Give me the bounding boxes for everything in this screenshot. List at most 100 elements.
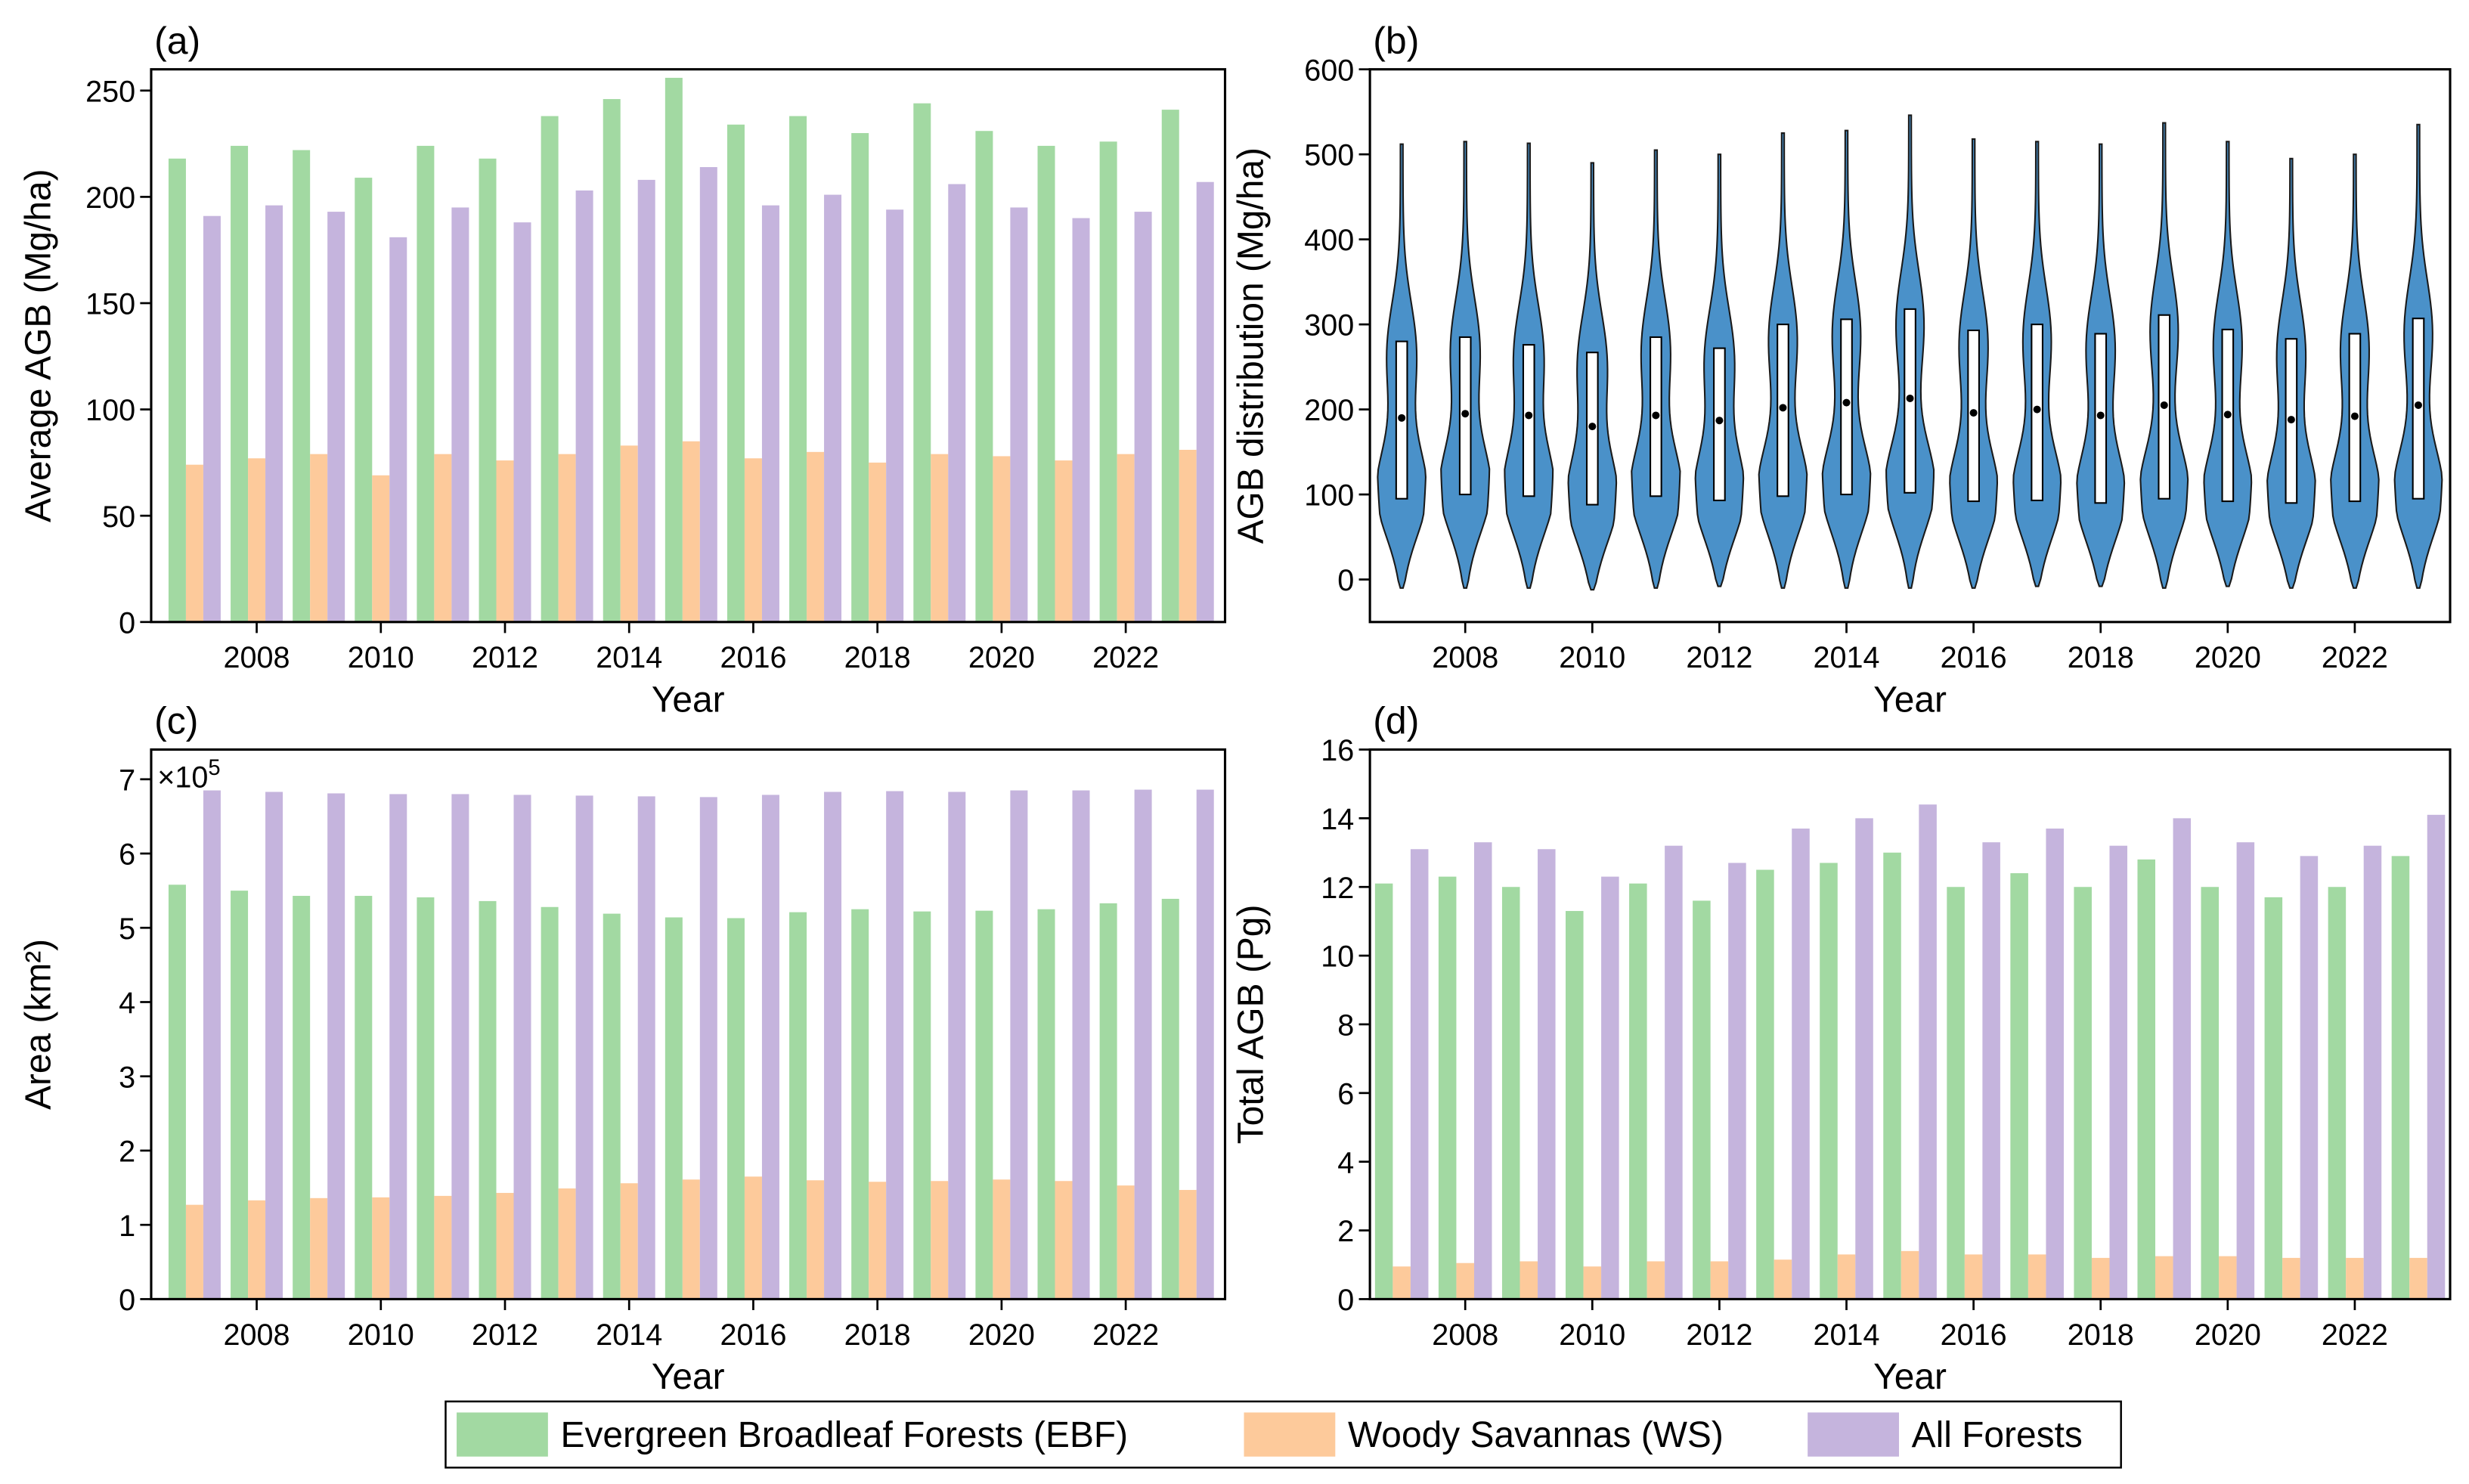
x-tick-label: 2018	[844, 1318, 911, 1352]
bar	[231, 891, 249, 1300]
y-tick-label: 8	[1337, 1009, 1354, 1043]
bar	[1117, 1185, 1135, 1300]
y-tick-label: 7	[119, 764, 135, 797]
box	[1522, 344, 1535, 497]
y-axis-label: Average AGB (Mg/ha)	[19, 169, 59, 522]
x-tick-label: 2018	[2068, 1318, 2134, 1352]
bar	[744, 1176, 762, 1300]
bar	[1520, 1261, 1538, 1300]
median-dot	[1652, 411, 1660, 420]
bar	[975, 131, 993, 622]
y-tick-label: 2	[1337, 1215, 1354, 1248]
y-tick-label: 150	[85, 288, 135, 321]
bar	[1728, 863, 1746, 1300]
bar	[1196, 789, 1214, 1300]
bar	[726, 918, 745, 1300]
x-tick-label: 2012	[1686, 1318, 1752, 1352]
chart-title: (c)	[154, 700, 198, 742]
bar	[886, 209, 904, 622]
y-tick-label: 600	[1304, 54, 1354, 87]
bar	[389, 794, 407, 1300]
bar	[265, 792, 283, 1300]
y-axis-label: Area (km²)	[19, 939, 59, 1110]
bar	[807, 1180, 825, 1300]
x-tick-label: 2012	[472, 641, 538, 674]
plot-frame	[150, 68, 1227, 624]
bar	[2300, 856, 2319, 1300]
median-dot	[1461, 410, 1470, 418]
bar	[1710, 1261, 1729, 1300]
x-axis-label: Year	[1873, 1357, 1947, 1397]
x-axis-label: Year	[1873, 680, 1947, 720]
plot-frame	[1368, 748, 2452, 1300]
bar	[1010, 207, 1028, 622]
bar	[496, 460, 514, 622]
bar	[2219, 1256, 2237, 1300]
median-dot	[1779, 404, 1787, 412]
bar	[1982, 842, 2000, 1300]
bar	[1501, 887, 1520, 1300]
bar	[913, 103, 931, 622]
bar	[2264, 897, 2283, 1300]
legend-label: All Forests	[1912, 1415, 2083, 1455]
y-tick-label: 14	[1321, 803, 1354, 836]
bar	[327, 793, 345, 1300]
bar	[1117, 454, 1135, 622]
bar	[541, 906, 559, 1300]
box	[1713, 347, 1726, 501]
median-dot	[2160, 401, 2168, 409]
bar	[1099, 141, 1117, 622]
bar	[975, 910, 993, 1300]
bar	[1837, 1254, 1856, 1300]
bar	[1693, 900, 1711, 1300]
bar	[993, 1179, 1011, 1300]
x-tick-label: 2018	[844, 641, 911, 674]
plot-frame	[150, 748, 1227, 1300]
y-tick-label: 6	[119, 838, 135, 872]
y-tick-label: 0	[1337, 1284, 1354, 1317]
x-tick-label: 2016	[720, 1318, 786, 1352]
median-dot	[1969, 409, 1978, 417]
x-tick-label: 2008	[224, 641, 290, 674]
bar	[789, 116, 807, 622]
bar	[913, 911, 931, 1300]
bar	[851, 133, 869, 622]
bar	[682, 441, 700, 622]
y-tick-label: 0	[119, 1284, 135, 1317]
bar	[203, 790, 221, 1300]
bar	[513, 222, 531, 622]
y-tick-label: 16	[1321, 734, 1354, 767]
bar	[1010, 790, 1028, 1300]
bar	[699, 797, 717, 1300]
y-tick-label: 4	[1337, 1146, 1354, 1179]
bar	[1901, 1250, 1919, 1300]
bar	[1072, 218, 1090, 622]
bar	[1629, 883, 1647, 1300]
bar	[2028, 1254, 2046, 1300]
bar	[931, 1181, 949, 1300]
bar	[434, 454, 452, 622]
x-tick-label: 2008	[1432, 1318, 1498, 1352]
x-tick-label: 2018	[2068, 641, 2134, 674]
bar	[417, 145, 435, 622]
x-tick-label: 2010	[348, 1318, 414, 1352]
bar	[1820, 863, 1838, 1300]
bar	[1647, 1261, 1665, 1300]
x-tick-label: 2014	[596, 1318, 662, 1352]
bar	[2409, 1257, 2427, 1300]
bar	[1072, 790, 1090, 1300]
bar	[637, 179, 655, 622]
multiplier-exponent: 5	[208, 756, 220, 780]
y-tick-label: 10	[1321, 940, 1354, 974]
bar	[327, 212, 345, 622]
x-tick-label: 2010	[348, 641, 414, 674]
bar	[372, 475, 390, 622]
bar	[1374, 883, 1393, 1300]
bar	[2010, 873, 2028, 1300]
bar	[1919, 804, 1937, 1300]
y-tick-label: 2	[119, 1135, 135, 1169]
x-tick-label: 2010	[1559, 1318, 1625, 1352]
bar	[1134, 212, 1152, 622]
legend-swatch	[1808, 1412, 1899, 1457]
